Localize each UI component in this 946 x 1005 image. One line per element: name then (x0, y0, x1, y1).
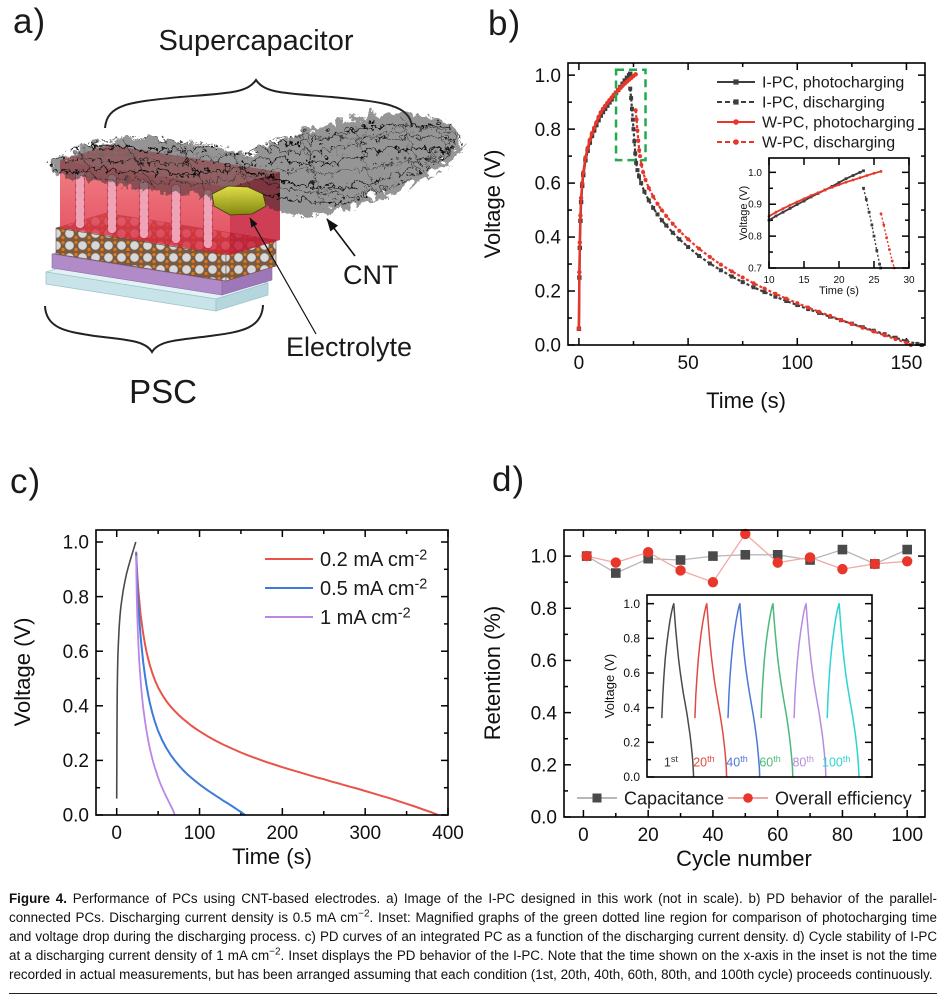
svg-text:100th: 100th (822, 754, 850, 769)
svg-text:100: 100 (891, 825, 923, 846)
svg-text:0.8: 0.8 (748, 232, 762, 243)
psc-label: PSC (129, 373, 197, 410)
svg-text:W-PC, discharging: W-PC, discharging (762, 135, 895, 152)
svg-text:80th: 80th (792, 754, 813, 769)
svg-text:0.6: 0.6 (531, 651, 557, 672)
svg-text:1.0: 1.0 (748, 168, 762, 179)
svg-text:1.0: 1.0 (535, 66, 561, 87)
svg-text:15: 15 (798, 275, 810, 286)
svg-text:Capacitance: Capacitance (624, 788, 724, 808)
svg-text:1.0: 1.0 (531, 547, 557, 568)
svg-text:100: 100 (184, 823, 216, 844)
svg-text:400: 400 (432, 823, 464, 844)
electrolyte-blob (211, 185, 267, 216)
svg-text:I-PC, discharging: I-PC, discharging (762, 95, 885, 112)
svg-text:W-PC, photocharging: W-PC, photocharging (762, 115, 915, 132)
chart-d-retention-vs-cycle: 0 20 40 60 80 100 0.0 0.2 0.4 0.6 0.8 1.0 Cycle numb… (480, 528, 926, 871)
svg-text:0: 0 (578, 825, 589, 846)
svg-text:1.0: 1.0 (623, 597, 640, 611)
panel-a-letter: a) (13, 2, 47, 41)
svg-text:0.6: 0.6 (623, 666, 640, 680)
supercapacitor-brace (104, 78, 413, 129)
device-illustration-svg: Supercapacitor CNT Electrolyte PSC (44, 25, 462, 410)
svg-text:Time (s): Time (s) (232, 844, 312, 869)
svg-text:0.6: 0.6 (63, 642, 89, 663)
panel-d-letter: d) (492, 460, 526, 499)
red-active-layer (60, 145, 280, 255)
svg-text:Time (s): Time (s) (706, 388, 786, 413)
svg-text:20: 20 (833, 275, 845, 286)
svg-text:60: 60 (767, 825, 788, 846)
cnt-label: CNT (343, 260, 399, 290)
electrolyte-arrow (249, 217, 317, 335)
svg-text:0.7: 0.7 (748, 264, 762, 275)
svg-text:Voltage (V): Voltage (V) (602, 654, 617, 718)
svg-text:1 mA cm-2: 1 mA cm-2 (320, 605, 411, 629)
panel-c-letter: c) (10, 462, 42, 501)
svg-text:0.8: 0.8 (623, 632, 640, 646)
svg-text:0: 0 (111, 823, 122, 844)
figure-caption: Figure 4. Performance of PCs using CNT-b… (9, 889, 937, 994)
svg-text:0.2 mA cm-2: 0.2 mA cm-2 (320, 547, 427, 571)
svg-text:0.2: 0.2 (63, 751, 89, 772)
svg-text:25: 25 (868, 275, 880, 286)
svg-text:0.0: 0.0 (531, 808, 557, 829)
svg-text:0.0: 0.0 (623, 770, 640, 784)
svg-text:Voltage (V): Voltage (V) (10, 618, 35, 727)
svg-text:80: 80 (832, 825, 853, 846)
panel-b-pd-behavior: b) 0 50 100 150 0.0 0.2 0.4 0.6 0.8 1.0 Time (s) Vo… (470, 0, 946, 456)
chart-c-discharge-curves: 0 100 200 300 400 0.0 0.2 0.4 0.6 0.8 1.0 Time (s) V… (10, 529, 464, 869)
svg-text:0.5 mA cm-2: 0.5 mA cm-2 (320, 576, 427, 600)
svg-text:0.2: 0.2 (623, 736, 640, 750)
svg-text:0.2: 0.2 (531, 755, 557, 776)
svg-text:300: 300 (349, 823, 381, 844)
svg-text:Time (s): Time (s) (819, 285, 859, 297)
svg-text:0.8: 0.8 (535, 120, 561, 141)
svg-text:10: 10 (763, 275, 775, 286)
svg-text:40: 40 (702, 825, 723, 846)
svg-text:I-PC, photocharging: I-PC, photocharging (762, 75, 904, 92)
svg-text:0.4: 0.4 (535, 228, 562, 249)
svg-text:0.0: 0.0 (535, 336, 561, 357)
svg-text:0.6: 0.6 (535, 174, 561, 195)
electrolyte-label: Electrolyte (286, 332, 412, 362)
svg-text:0.4: 0.4 (63, 696, 90, 717)
svg-text:0.9: 0.9 (748, 200, 762, 211)
pillar-columns (75, 169, 213, 249)
panel-d-cycle-stability: d) 0 20 40 60 80 100 0.0 0.2 0.4 0.6 0.8 1.0 Cycle n… (470, 460, 946, 886)
svg-text:0.4: 0.4 (623, 701, 640, 715)
svg-text:1st: 1st (664, 754, 678, 769)
panel-a-device-illustration: a) (0, 0, 470, 456)
svg-text:60th: 60th (759, 754, 780, 769)
svg-text:Voltage (V): Voltage (V) (738, 186, 750, 240)
svg-text:20th: 20th (693, 754, 714, 769)
svg-text:Voltage (V): Voltage (V) (480, 150, 505, 259)
panel-b-letter: b) (488, 4, 522, 43)
svg-text:30: 30 (903, 275, 915, 286)
svg-text:0.4: 0.4 (531, 703, 558, 724)
svg-text:0: 0 (574, 353, 585, 374)
svg-text:0.0: 0.0 (63, 806, 89, 827)
svg-text:150: 150 (891, 353, 923, 374)
svg-text:40th: 40th (726, 754, 747, 769)
panel-c-pd-curves: c) 0 100 200 300 400 0.0 0.2 0.4 0.6 0.8 1.0 Time (… (0, 460, 470, 886)
svg-text:200: 200 (267, 823, 299, 844)
chart-b-voltage-vs-time: 0 50 100 150 0.0 0.2 0.4 0.6 0.8 1.0 Time (s) Volta… (480, 62, 926, 413)
svg-text:1.0: 1.0 (63, 533, 89, 554)
svg-text:Overall efficiency: Overall efficiency (775, 788, 912, 808)
supercapacitor-label: Supercapacitor (158, 25, 353, 57)
cnt-arrow (326, 218, 356, 257)
svg-text:0.2: 0.2 (535, 282, 561, 303)
svg-text:50: 50 (678, 353, 699, 374)
psc-brace (44, 304, 264, 354)
svg-text:100: 100 (781, 353, 813, 374)
svg-text:0.8: 0.8 (531, 599, 557, 620)
svg-text:20: 20 (638, 825, 659, 846)
svg-text:Cycle number: Cycle number (676, 846, 812, 871)
svg-text:0.8: 0.8 (63, 587, 89, 608)
svg-text:Retention (%): Retention (%) (480, 606, 505, 741)
